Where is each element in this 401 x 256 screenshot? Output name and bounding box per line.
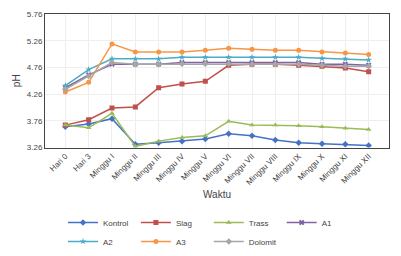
svg-text:pH: pH [11, 74, 22, 87]
svg-text:Trass: Trass [249, 219, 269, 228]
svg-text:A3: A3 [176, 238, 186, 247]
svg-text:Minggu III: Minggu III [132, 152, 163, 183]
svg-text:4.76: 4.76 [27, 63, 43, 72]
svg-text:Minggu II: Minggu II [110, 152, 140, 182]
svg-text:Slag: Slag [176, 219, 192, 228]
svg-text:Minggu V: Minggu V [179, 152, 210, 183]
svg-text:3.76: 3.76 [27, 117, 43, 126]
svg-text:Hari 0: Hari 0 [48, 152, 70, 174]
svg-text:Hari 3: Hari 3 [71, 152, 93, 174]
svg-text:Minggu X: Minggu X [296, 152, 327, 183]
svg-text:Dolomit: Dolomit [249, 238, 277, 247]
svg-text:3.26: 3.26 [27, 143, 43, 152]
svg-text:Minggu VIII: Minggu VIII [245, 152, 280, 187]
svg-text:Waktu: Waktu [203, 189, 231, 200]
svg-text:A2: A2 [103, 238, 113, 247]
svg-text:Minggu XI: Minggu XI [318, 152, 350, 184]
svg-text:A1: A1 [322, 219, 332, 228]
svg-text:Minggu VI: Minggu VI [201, 152, 233, 184]
svg-text:5.76: 5.76 [27, 10, 43, 19]
svg-text:4.26: 4.26 [27, 90, 43, 99]
svg-text:Kontrol: Kontrol [103, 219, 129, 228]
svg-text:Minggu I: Minggu I [88, 152, 116, 180]
svg-text:Minggu XII: Minggu XII [340, 152, 373, 185]
svg-text:Minggu IV: Minggu IV [154, 152, 186, 184]
svg-text:5.26: 5.26 [27, 37, 43, 46]
svg-text:Minggu IX: Minggu IX [271, 152, 303, 184]
svg-text:Minggu VII: Minggu VII [223, 152, 256, 185]
